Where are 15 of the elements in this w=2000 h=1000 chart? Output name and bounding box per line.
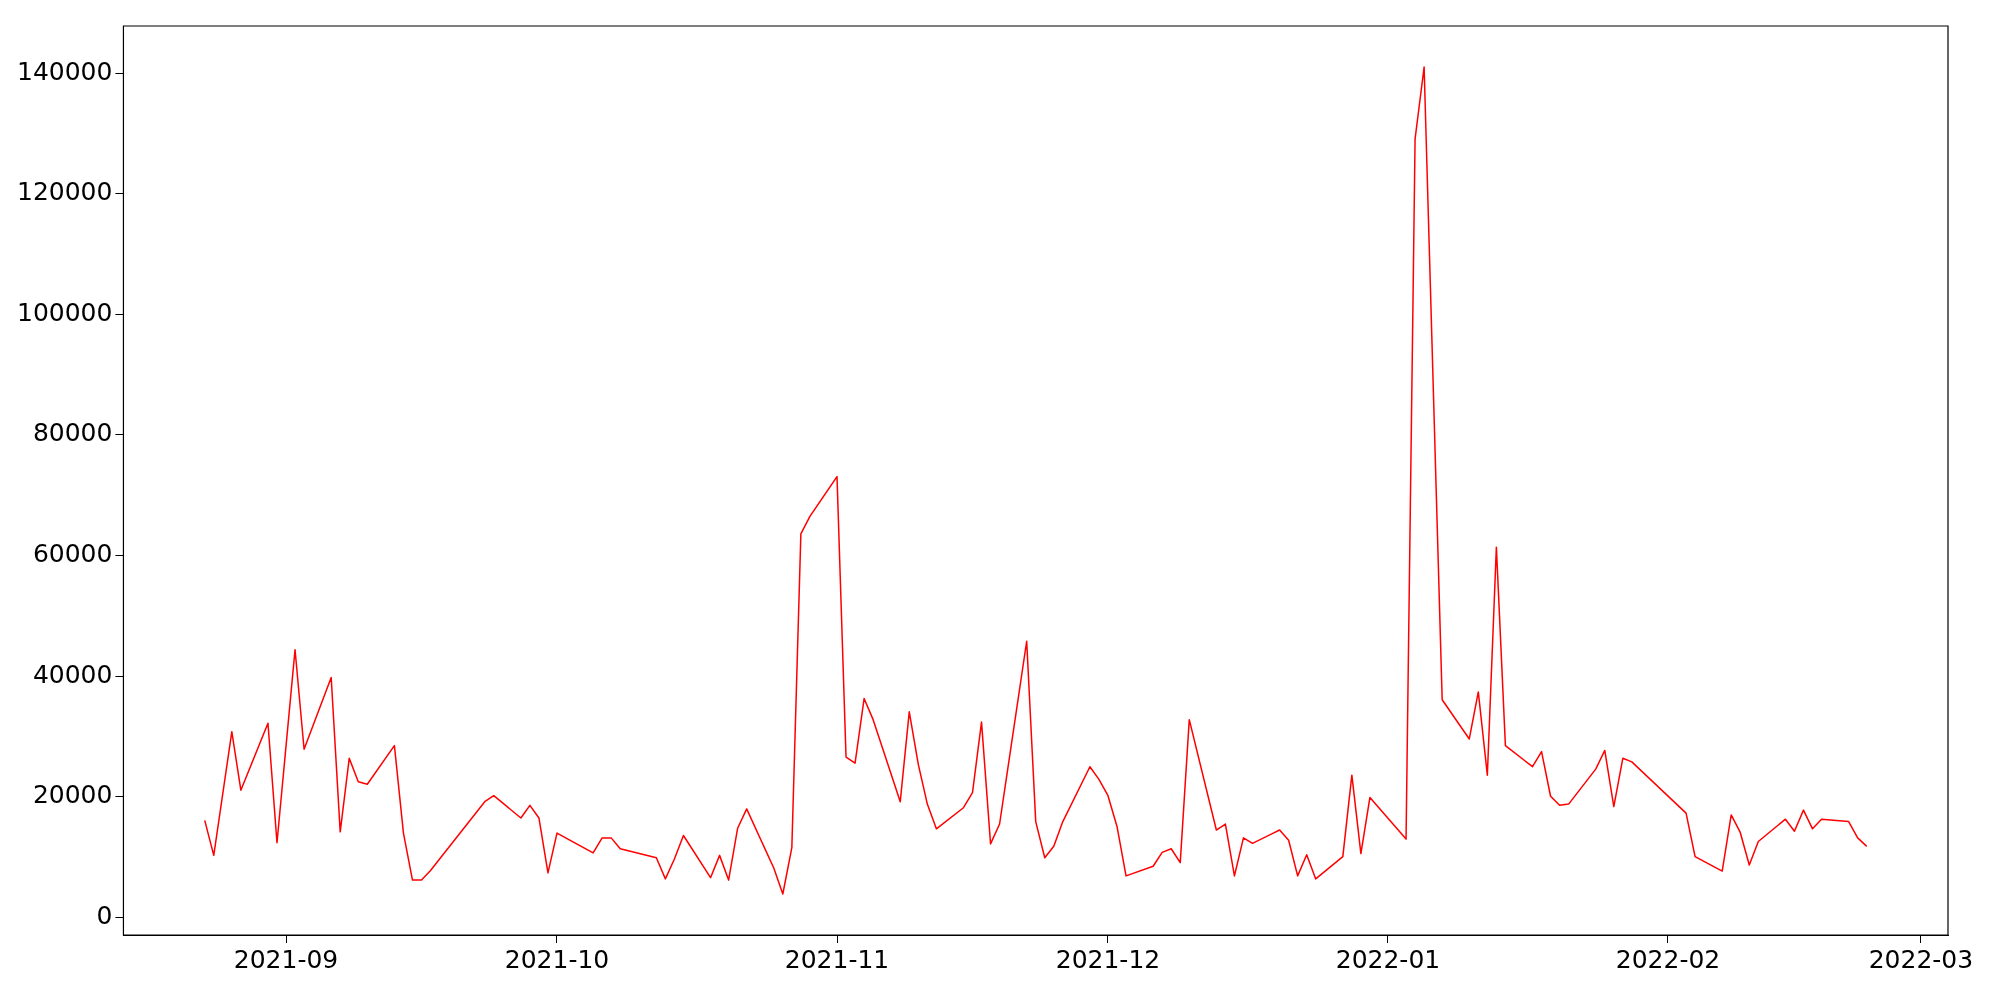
y-tick-label: 100000 — [17, 297, 113, 327]
y-tick-label: 20000 — [32, 780, 113, 810]
x-tick-label: 2021-09 — [233, 944, 339, 974]
x-tick-label: 2021-11 — [784, 944, 890, 974]
y-tick-label: 80000 — [32, 418, 113, 448]
y-tick-label: 140000 — [17, 56, 113, 86]
x-tick-label: 2022-02 — [1615, 944, 1721, 974]
y-tick-label: 0 — [96, 901, 113, 931]
x-tick-label: 2022-03 — [1868, 944, 1974, 974]
y-tick-label: 60000 — [32, 539, 113, 569]
y-tick-label: 40000 — [32, 659, 113, 689]
x-tick-label: 2021-12 — [1055, 944, 1161, 974]
x-tick-label: 2022-01 — [1335, 944, 1441, 974]
y-tick-label: 120000 — [17, 177, 113, 207]
x-tick-label: 2021-10 — [504, 944, 610, 974]
